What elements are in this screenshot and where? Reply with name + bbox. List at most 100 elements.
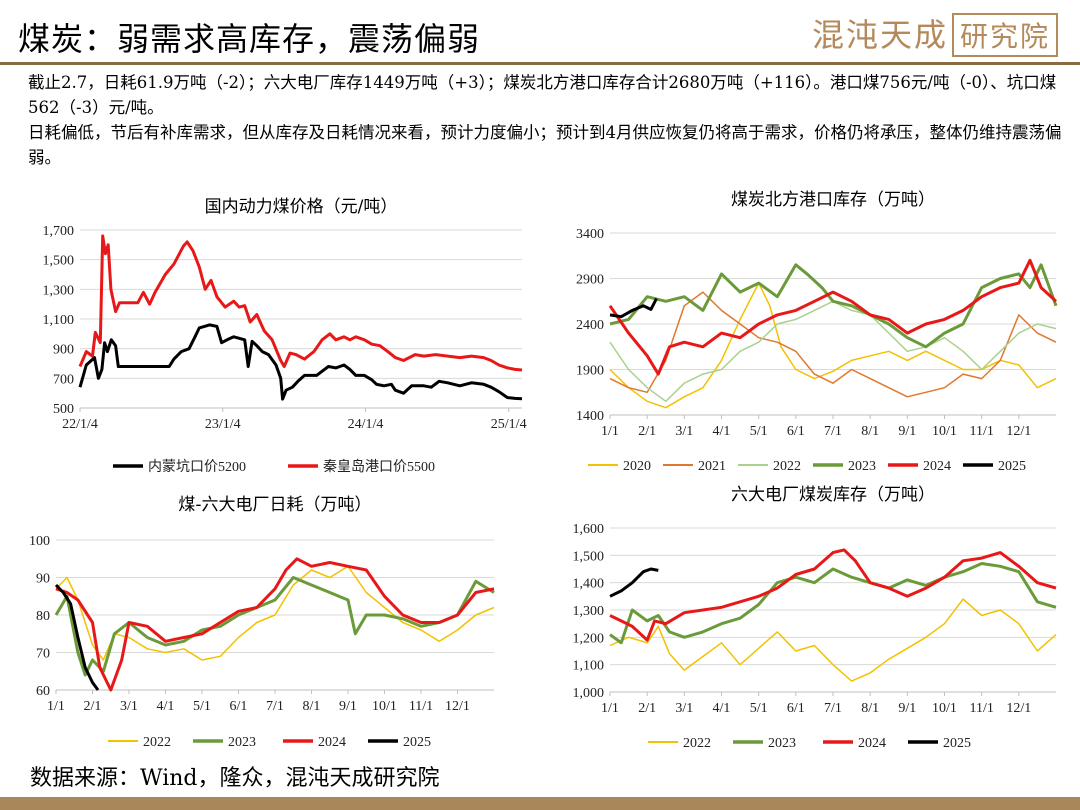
legend-label: 2022: [143, 735, 171, 750]
series-line-2025: [609, 567, 659, 598]
y-tick-label: 1,400: [573, 577, 605, 592]
legend-label: 2022: [773, 459, 801, 474]
chart-daily-consumption: 煤-六大电厂日耗（万吨） 60 70 80 90 100 1/1 2/1 3/1 4/1 5/1 6/…: [18, 488, 538, 756]
legend-label: 2020: [623, 459, 651, 474]
summary-line-2: 日耗偏低，节后有补库需求，但从库存及日耗情况来看，预计力度偏小；预计到4月供应恢…: [28, 123, 1062, 167]
x-tick-label: 8/1: [861, 424, 879, 439]
legend-label: 2023: [228, 735, 256, 750]
series-line-2020: [609, 282, 1057, 409]
chart-plant-stock: 六大电厂煤炭库存（万吨） 1,000 1,100 1,200 1,300 1,400 1,5…: [558, 480, 1068, 756]
y-tick-label: 100: [29, 534, 50, 549]
y-tick-label: 1,100: [43, 313, 75, 328]
x-tick-label: 6/1: [787, 424, 805, 439]
page-title: 煤炭：弱需求高库存，震荡偏弱: [18, 20, 481, 58]
x-tick-label: 6/1: [787, 701, 805, 716]
x-tick-label: 2/1: [638, 701, 656, 716]
chart-svg-daily: 煤-六大电厂日耗（万吨） 60 70 80 90 100 1/1 2/1 3/1 4/1 5/1 6/…: [29, 495, 495, 750]
series-line-2024: [55, 557, 495, 692]
legend-label: 2024: [318, 735, 346, 750]
data-source: 数据来源：Wind，隆众，混沌天成研究院: [30, 766, 440, 791]
legend-label: 2022: [683, 736, 711, 751]
x-tick-label: 4/1: [157, 699, 175, 714]
series-line-2023: [609, 562, 1057, 645]
x-tick-label: 22/1/4: [62, 417, 98, 432]
x-tick-label: 24/1/4: [348, 417, 384, 432]
legend-label: 秦皇岛港口价5500: [323, 459, 435, 475]
legend-label: 2021: [698, 459, 726, 474]
y-tick-label: 1,000: [573, 686, 605, 701]
y-tick-label: 1,100: [573, 659, 605, 674]
x-tick-label: 4/1: [713, 424, 731, 439]
x-tick-label: 11/1: [409, 699, 433, 714]
y-tick-label: 1,600: [573, 522, 605, 537]
legend-label: 2023: [768, 736, 796, 751]
legend-label: 2025: [403, 735, 431, 750]
legend-label: 2024: [858, 736, 886, 751]
y-tick-label: 60: [36, 684, 50, 699]
y-tick-label: 2400: [576, 318, 604, 333]
logo-box-text: 研究院: [951, 13, 1058, 57]
series-line-2022: [55, 565, 495, 661]
x-tick-label: 10/1: [932, 701, 957, 716]
x-tick-label: 5/1: [750, 424, 768, 439]
x-tick-label: 3/1: [120, 699, 138, 714]
x-tick-label: 2/1: [638, 424, 656, 439]
y-tick-label: 700: [53, 372, 74, 387]
y-tick-label: 1,700: [43, 224, 75, 239]
y-tick-label: 1900: [576, 364, 604, 379]
x-tick-label: 7/1: [266, 699, 284, 714]
x-tick-label: 11/1: [969, 424, 993, 439]
x-tick-label: 5/1: [193, 699, 211, 714]
y-tick-label: 1,300: [573, 604, 605, 619]
logo-text: 混沌天成: [811, 16, 948, 54]
legend-label: 内蒙坑口价5200: [148, 459, 246, 475]
x-tick-label: 10/1: [932, 424, 957, 439]
brand-logo: 混沌天成 研究院: [812, 10, 1058, 57]
chart-port-inventory: 煤炭北方港口库存（万吨） 1400 1900 2400 2900 3400 1/1 2/1 3/…: [558, 183, 1068, 478]
y-tick-label: 90: [36, 572, 50, 587]
x-tick-label: 6/1: [230, 699, 248, 714]
y-tick-label: 1,500: [43, 254, 75, 269]
chart-title: 六大电厂煤炭库存（万吨）: [731, 485, 935, 505]
x-tick-label: 11/1: [969, 701, 993, 716]
legend-label: 2025: [943, 736, 971, 751]
x-tick-label: 9/1: [339, 699, 357, 714]
x-tick-label: 3/1: [675, 424, 693, 439]
legend-label: 2024: [923, 459, 951, 474]
footer-bar: [0, 797, 1080, 810]
chart-title: 煤炭北方港口库存（万吨）: [731, 190, 935, 210]
series-line-2025: [609, 297, 658, 319]
series-line-2024: [609, 548, 1057, 642]
y-tick-label: 1,300: [43, 283, 75, 298]
header-divider: [0, 62, 1080, 65]
x-tick-label: 23/1/4: [205, 417, 241, 432]
x-tick-label: 8/1: [303, 699, 321, 714]
series-line-2021: [609, 291, 1057, 398]
x-tick-label: 3/1: [675, 701, 693, 716]
x-tick-label: 25/1/4: [491, 417, 527, 432]
x-tick-label: 1/1: [601, 701, 619, 716]
y-tick-label: 80: [36, 609, 50, 624]
series-line-2022: [609, 598, 1057, 682]
chart-svg-port: 煤炭北方港口库存（万吨） 1400 1900 2400 2900 3400 1/1 2/1 3/…: [576, 190, 1058, 474]
x-tick-label: 1/1: [601, 424, 619, 439]
series-line-2023: [609, 263, 1058, 349]
y-tick-label: 1400: [576, 409, 604, 424]
chart-svg-stock: 六大电厂煤炭库存（万吨） 1,000 1,100 1,200 1,300 1,400 1,5…: [573, 485, 1057, 751]
legend-label: 2025: [998, 459, 1026, 474]
x-tick-label: 12/1: [445, 699, 470, 714]
chart-title: 煤-六大电厂日耗（万吨）: [178, 495, 371, 515]
chart-title: 国内动力煤价格（元/吨）: [205, 197, 398, 217]
y-tick-label: 3400: [576, 227, 604, 242]
x-tick-label: 7/1: [824, 424, 842, 439]
chart-svg-price: 国内动力煤价格（元/吨） 500 700 900 1,100 1,300 1,500 1,70…: [43, 197, 527, 475]
y-tick-label: 1,200: [573, 631, 605, 646]
summary-line-1: 截止2.7，日耗61.9万吨（-2）；六大电厂库存1449万吨（+3）；煤炭北方…: [28, 73, 1057, 117]
series-line-2025: [54, 583, 100, 691]
summary-text: 截止2.7，日耗61.9万吨（-2）；六大电厂库存1449万吨（+3）；煤炭北方…: [28, 70, 1068, 170]
series-line-2022: [609, 300, 1057, 403]
y-tick-label: 70: [36, 647, 50, 662]
x-tick-label: 10/1: [372, 699, 397, 714]
y-tick-label: 1,500: [573, 549, 605, 564]
x-tick-label: 7/1: [824, 701, 842, 716]
